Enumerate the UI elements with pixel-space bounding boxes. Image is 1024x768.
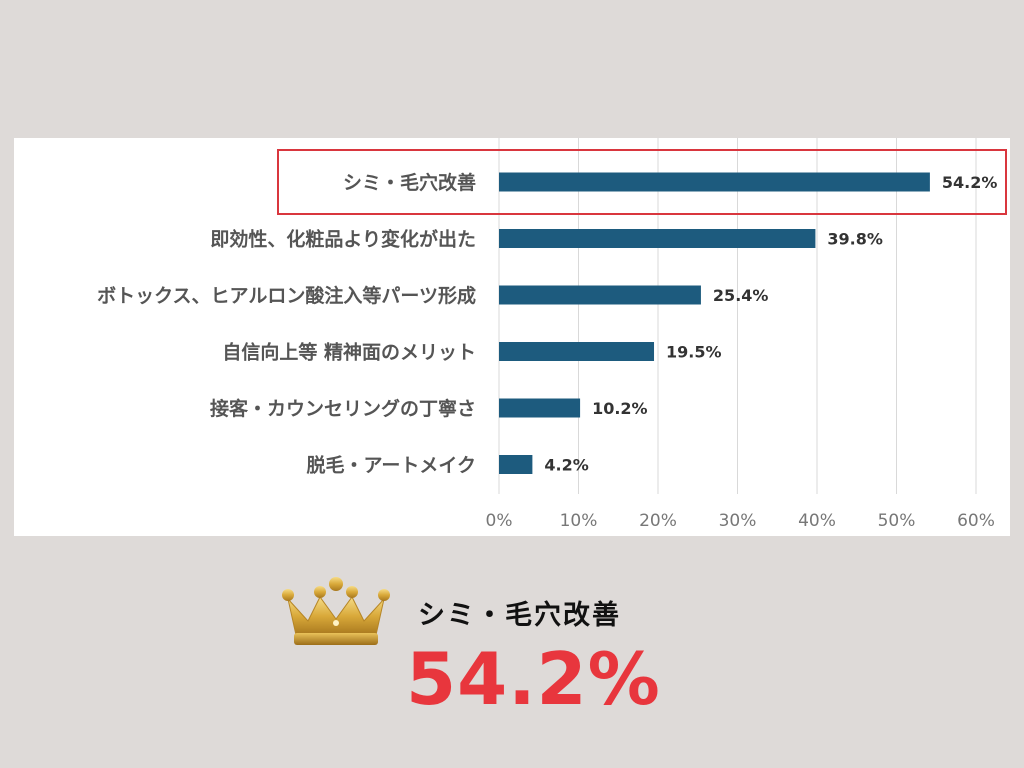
bar (499, 229, 816, 248)
chart-panel: 0% 10% 20% 30% 40% 50% 60% 54.2% シミ・毛穴改善 39.8% 即効性… (14, 138, 1010, 536)
category-label: シミ・毛穴改善 (343, 171, 476, 194)
x-tick-label: 40% (798, 511, 836, 531)
x-tick-label: 10% (560, 511, 598, 531)
bar (499, 172, 930, 192)
bar (499, 285, 701, 305)
data-label: 39.8% (827, 230, 883, 249)
bar (499, 398, 581, 418)
data-label: 4.2% (544, 456, 588, 475)
callout-value: 54.2% (406, 637, 661, 721)
category-label: 脱毛・アートメイク (307, 454, 476, 477)
highlight-box (277, 149, 1007, 215)
data-label: 19.5% (666, 343, 722, 362)
category-label: 即効性、化粧品より変化が出た (210, 228, 476, 251)
top-result-callout: シミ・毛穴改善 54.2% (270, 565, 750, 745)
x-tick-label: 0% (486, 511, 513, 531)
category-label: 自信向上等 精神面のメリット (222, 341, 476, 364)
x-tick-label: 60% (957, 511, 995, 531)
x-tick-label: 30% (719, 511, 757, 531)
category-label: 接客・カウンセリングの丁寧さ (210, 397, 476, 420)
data-label: 25.4% (713, 286, 769, 305)
category-label: ボトックス、ヒアルロン酸注入等パーツ形成 (97, 284, 476, 307)
bar (499, 342, 655, 361)
callout-label: シミ・毛穴改善 (418, 600, 621, 631)
x-tick-label: 20% (639, 511, 677, 531)
data-label: 54.2% (942, 173, 998, 192)
bar-chart: 0% 10% 20% 30% 40% 50% 60% 54.2% シミ・毛穴改善 39.8% 即効性… (97, 138, 1007, 531)
bar (499, 455, 533, 474)
data-label: 10.2% (592, 399, 648, 418)
x-tick-label: 50% (878, 511, 916, 531)
crown-icon (282, 577, 390, 645)
